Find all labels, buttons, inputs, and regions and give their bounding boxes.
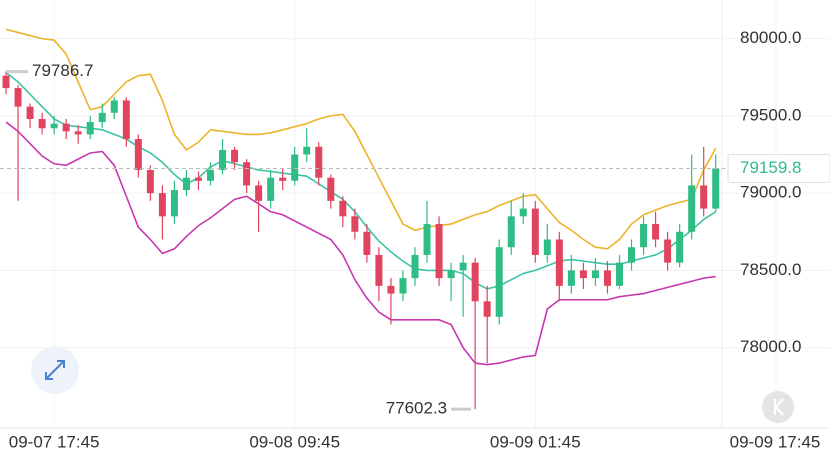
candle-body [543, 239, 551, 255]
candle-body [134, 139, 142, 170]
candle-body [110, 100, 118, 113]
y-tick-label: 79500.0 [740, 105, 801, 124]
candle-body [459, 262, 467, 271]
candle-body [158, 193, 166, 217]
last-price-box [727, 153, 830, 183]
candle-body [688, 185, 696, 232]
candle-body [327, 177, 335, 201]
candle-body [447, 270, 455, 279]
band-line [5, 28, 717, 250]
x-tick-label: 09-09 01:45 [490, 432, 581, 451]
y-tick-label: 80000.0 [740, 28, 801, 47]
x-tick-label: 09-07 17:45 [9, 432, 100, 451]
candle-body [351, 216, 359, 232]
candle-body [207, 169, 215, 181]
candle-body [363, 231, 371, 255]
candle-body [194, 177, 202, 181]
plot-layer [0, 0, 830, 428]
y-tick-label: 79000.0 [740, 183, 801, 202]
y-tick-label: 78500.0 [740, 260, 801, 279]
candle-body [519, 208, 527, 217]
candle-body [664, 239, 672, 263]
candle-body [315, 146, 323, 178]
candle-body [303, 146, 311, 155]
max-price-label: 79786.7 [32, 61, 93, 80]
candle-body [182, 177, 190, 191]
candle-body [507, 216, 515, 248]
candle-body [50, 123, 58, 129]
candle-body [591, 270, 599, 279]
candle-body [712, 168, 720, 209]
collapse-button[interactable] [762, 391, 794, 423]
candle-body [495, 247, 503, 317]
candle-body [676, 231, 684, 263]
candle-body [567, 270, 575, 286]
candle-body [435, 224, 443, 279]
candle-body [38, 118, 46, 129]
candle-body [98, 112, 106, 123]
last-price-label: 79159.8 [740, 158, 801, 177]
min-price-label: 77602.3 [386, 399, 447, 418]
candle-body [652, 224, 660, 240]
candle-body [628, 247, 636, 263]
candle-body [26, 106, 34, 119]
candle-body [700, 185, 708, 209]
candle-body [255, 185, 263, 201]
candle-body [62, 123, 70, 132]
candle-body [411, 254, 419, 279]
candle-body [483, 301, 491, 317]
candle-body [74, 131, 82, 135]
candle-body [219, 149, 227, 170]
candle-body [555, 239, 563, 286]
candle-body [387, 285, 395, 294]
candle-body [279, 177, 287, 181]
candle-body [14, 88, 22, 107]
candle-body [2, 75, 10, 89]
candle-body [86, 122, 94, 135]
candle-body [603, 270, 611, 286]
candle-body [640, 224, 648, 248]
y-tick-label: 78000.0 [740, 337, 801, 356]
expand-button[interactable] [31, 346, 79, 394]
candle-body [399, 278, 407, 294]
candle-body [375, 254, 383, 286]
band-line [5, 121, 716, 366]
candle-body [170, 190, 178, 217]
candle-body [579, 270, 587, 279]
x-tick-label: 09-08 09:45 [249, 432, 340, 451]
candle-body [531, 208, 539, 255]
candle-body [231, 149, 239, 163]
candle-body [243, 162, 251, 186]
candle-body [339, 200, 347, 217]
candle-body [291, 154, 299, 181]
candle-body [267, 177, 275, 201]
candle-body [423, 224, 431, 255]
candle-body [146, 169, 154, 194]
x-tick-label: 09-09 17:45 [730, 432, 821, 451]
candle-body [471, 262, 479, 302]
candle-body [122, 100, 130, 140]
candle-body [615, 262, 623, 286]
